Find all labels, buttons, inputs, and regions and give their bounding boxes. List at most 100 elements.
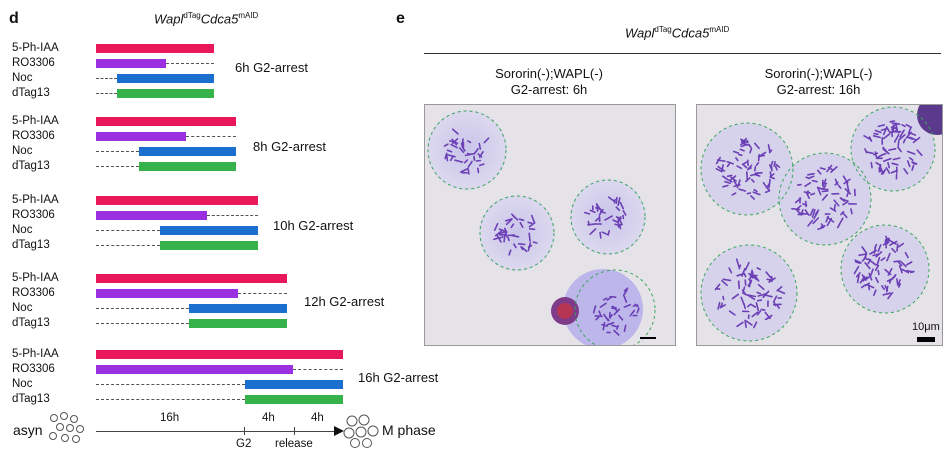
timeline-segment-16h: 16h xyxy=(160,412,180,424)
dashed-line xyxy=(293,369,343,370)
dashed-line xyxy=(96,323,189,324)
group-label-3: 12h G2-arrest xyxy=(304,294,385,309)
bar-noc xyxy=(117,74,214,83)
dashed-line xyxy=(186,136,236,137)
micrograph-16h-image xyxy=(697,105,942,345)
row-label-ro3306: RO3306 xyxy=(12,57,55,69)
row-label-dtag13: dTag13 xyxy=(12,317,50,329)
dashed-line xyxy=(96,308,189,309)
dashed-line xyxy=(207,215,258,216)
bar-noc xyxy=(189,304,287,313)
bar-ro3306 xyxy=(96,59,166,68)
row-label-noc: Noc xyxy=(12,302,33,314)
dashed-line xyxy=(96,93,117,94)
bar-ro3306 xyxy=(96,132,186,141)
row-label-dtag13: dTag13 xyxy=(12,393,50,405)
scale-bar-16h xyxy=(917,337,935,342)
timeline-tick-label-release: release xyxy=(275,438,313,450)
title-gene-wapl: Wapl xyxy=(154,11,184,27)
timeline-arrow-icon xyxy=(334,426,344,436)
row-label-iaa: 5-Ph-IAA xyxy=(12,42,59,54)
title-gene-cdca5: Cdca5 xyxy=(200,11,239,27)
image-2-caption: Sororin(-);WAPL(-) G2-arrest: 16h xyxy=(696,66,941,98)
row-label-iaa: 5-Ph-IAA xyxy=(12,194,59,206)
bar-dtag13 xyxy=(160,241,258,250)
group-label-0: 6h G2-arrest xyxy=(235,60,308,75)
micrograph-16h: 10μm xyxy=(696,104,943,346)
row-label-noc: Noc xyxy=(12,224,33,236)
row-label-noc: Noc xyxy=(12,145,33,157)
bar-dtag13 xyxy=(117,89,214,98)
scale-bar-label-16h: 10μm xyxy=(912,321,940,333)
row-label-ro3306: RO3306 xyxy=(12,363,55,375)
row-label-iaa: 5-Ph-IAA xyxy=(12,115,59,127)
bar-iaa xyxy=(96,350,343,359)
bar-dtag13 xyxy=(189,319,287,328)
bar-iaa xyxy=(96,196,258,205)
micrograph-6h xyxy=(424,104,676,346)
row-label-ro3306: RO3306 xyxy=(12,209,55,221)
title-gene-wapl: Wapl xyxy=(625,25,655,41)
group-label-2: 10h G2-arrest xyxy=(273,218,354,233)
bar-noc xyxy=(245,380,343,389)
dashed-line xyxy=(96,78,117,79)
row-label-dtag13: dTag13 xyxy=(12,160,50,172)
panel-d-title: WapldTagCdca5mAID xyxy=(154,11,258,26)
title-sup-dtag: dTag xyxy=(183,11,201,20)
row-label-dtag13: dTag13 xyxy=(12,239,50,251)
panel-e-divider xyxy=(424,53,941,54)
image-1-caption-line2: G2-arrest: 6h xyxy=(510,82,588,97)
mitotic-cells-icon xyxy=(343,414,379,448)
bar-noc xyxy=(160,226,258,235)
panel-d-letter: d xyxy=(9,10,19,27)
dashed-line xyxy=(96,151,139,152)
image-1-caption: Sororin(-);WAPL(-) G2-arrest: 6h xyxy=(424,66,674,98)
bar-ro3306 xyxy=(96,211,207,220)
bar-iaa xyxy=(96,117,236,126)
async-cells-icon xyxy=(49,412,84,443)
group-label-4: 16h G2-arrest xyxy=(358,370,439,385)
dashed-line xyxy=(96,384,245,385)
row-label-noc: Noc xyxy=(12,378,33,390)
bar-dtag13 xyxy=(139,162,236,171)
timeline-tick-release xyxy=(294,427,295,435)
timeline-segment-4h-a: 4h xyxy=(262,412,275,424)
dashed-line xyxy=(238,293,287,294)
micrograph-6h-image xyxy=(425,105,675,345)
g2-arrest-diagram: 5-Ph-IAA RO3306 Noc dTag13 6h G2-arrest 5-Ph-… xyxy=(0,0,470,457)
timeline-start-label: asyn xyxy=(13,422,43,438)
title-gene-cdca5: Cdca5 xyxy=(671,25,710,41)
timeline-tick-label-g2: G2 xyxy=(236,438,252,450)
dashed-line xyxy=(166,63,214,64)
row-label-ro3306: RO3306 xyxy=(12,130,55,142)
title-sup-dtag: dTag xyxy=(654,25,672,34)
title-sup-maid: mAID xyxy=(238,11,259,20)
dashed-line xyxy=(96,166,139,167)
bar-dtag13 xyxy=(245,395,343,404)
timeline-tick-g2 xyxy=(244,427,245,435)
bar-ro3306 xyxy=(96,289,238,298)
dashed-line xyxy=(96,245,160,246)
dashed-line xyxy=(96,230,160,231)
row-label-iaa: 5-Ph-IAA xyxy=(12,272,59,284)
panel-e-title: WapldTagCdca5mAID xyxy=(625,25,729,40)
row-label-ro3306: RO3306 xyxy=(12,287,55,299)
row-label-dtag13: dTag13 xyxy=(12,87,50,99)
title-sup-maid: mAID xyxy=(709,25,730,34)
image-1-caption-line1: Sororin(-);WAPL(-) xyxy=(495,66,603,81)
group-label-1: 8h G2-arrest xyxy=(253,139,326,154)
dashed-line xyxy=(96,399,245,400)
bar-iaa xyxy=(96,44,214,53)
panel-e-letter: e xyxy=(396,10,405,27)
row-label-iaa: 5-Ph-IAA xyxy=(12,348,59,360)
timeline-segment-4h-b: 4h xyxy=(311,412,324,424)
bar-ro3306 xyxy=(96,365,293,374)
image-2-caption-line1: Sororin(-);WAPL(-) xyxy=(764,66,873,81)
bar-iaa xyxy=(96,274,287,283)
image-2-caption-line2: G2-arrest: 16h xyxy=(776,82,861,97)
scale-bar-6h xyxy=(640,337,656,339)
row-label-noc: Noc xyxy=(12,72,33,84)
bar-noc xyxy=(139,147,236,156)
timeline-end-label: M phase xyxy=(382,422,436,438)
timeline-axis xyxy=(96,431,338,432)
